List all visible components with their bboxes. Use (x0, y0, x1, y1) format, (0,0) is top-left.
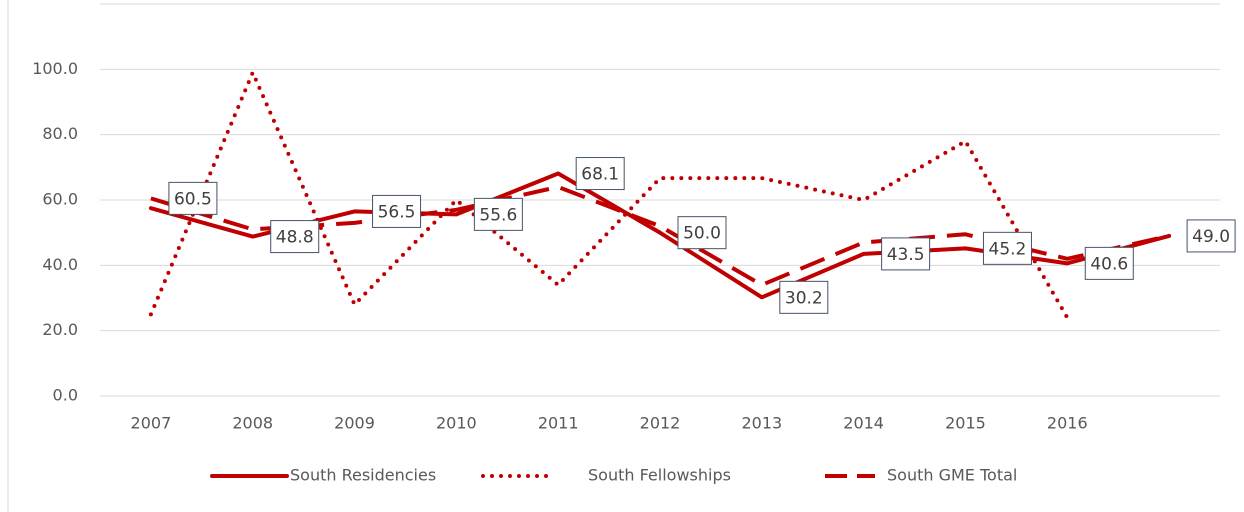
x-tick-label: 2015 (945, 414, 986, 433)
x-tick-label: 2014 (843, 414, 884, 433)
legend-label: South GME Total (887, 466, 1017, 485)
data-label-box (677, 216, 727, 250)
y-tick-label: 60.0 (42, 190, 78, 209)
data-label-box (1186, 219, 1236, 253)
y-tick-label: 100.0 (32, 59, 78, 78)
y-tick-label: 40.0 (42, 255, 78, 274)
data-label-box (982, 231, 1032, 265)
data-label: 45.2 (989, 239, 1027, 259)
y-tick-label: 0.0 (53, 386, 78, 405)
data-label: 68.1 (581, 165, 619, 185)
data-label-box (168, 181, 218, 215)
data-label: 30.2 (785, 288, 823, 308)
y-tick-label: 80.0 (42, 124, 78, 143)
series-line (148, 70, 1070, 320)
x-tick-label: 2016 (1047, 414, 1088, 433)
data-label: 56.5 (378, 202, 416, 222)
data-label: 60.5 (174, 189, 212, 209)
data-label: 40.6 (1090, 254, 1128, 274)
x-tick-label: 2008 (232, 414, 273, 433)
data-label-box (779, 280, 829, 314)
data-label-box (473, 197, 523, 231)
data-label: 43.5 (887, 245, 925, 265)
x-tick-label: 2007 (131, 414, 172, 433)
x-tick-label: 2011 (538, 414, 579, 433)
data-label: 48.8 (276, 228, 314, 248)
data-label-box (270, 220, 320, 254)
data-label-box (881, 237, 931, 271)
data-label: 50.0 (683, 224, 721, 244)
data-label-box (372, 194, 422, 228)
y-tick-label: 20.0 (42, 320, 78, 339)
data-label-box (1084, 246, 1134, 280)
x-tick-label: 2009 (334, 414, 375, 433)
legend-label: South Fellowships (588, 466, 731, 485)
data-label: 49.0 (1192, 227, 1230, 247)
x-tick-label: 2012 (640, 414, 681, 433)
legend-label: South Residencies (290, 466, 436, 485)
x-tick-label: 2013 (741, 414, 782, 433)
data-label-box (575, 157, 625, 191)
data-label: 55.6 (479, 205, 517, 225)
x-tick-label: 2010 (436, 414, 477, 433)
